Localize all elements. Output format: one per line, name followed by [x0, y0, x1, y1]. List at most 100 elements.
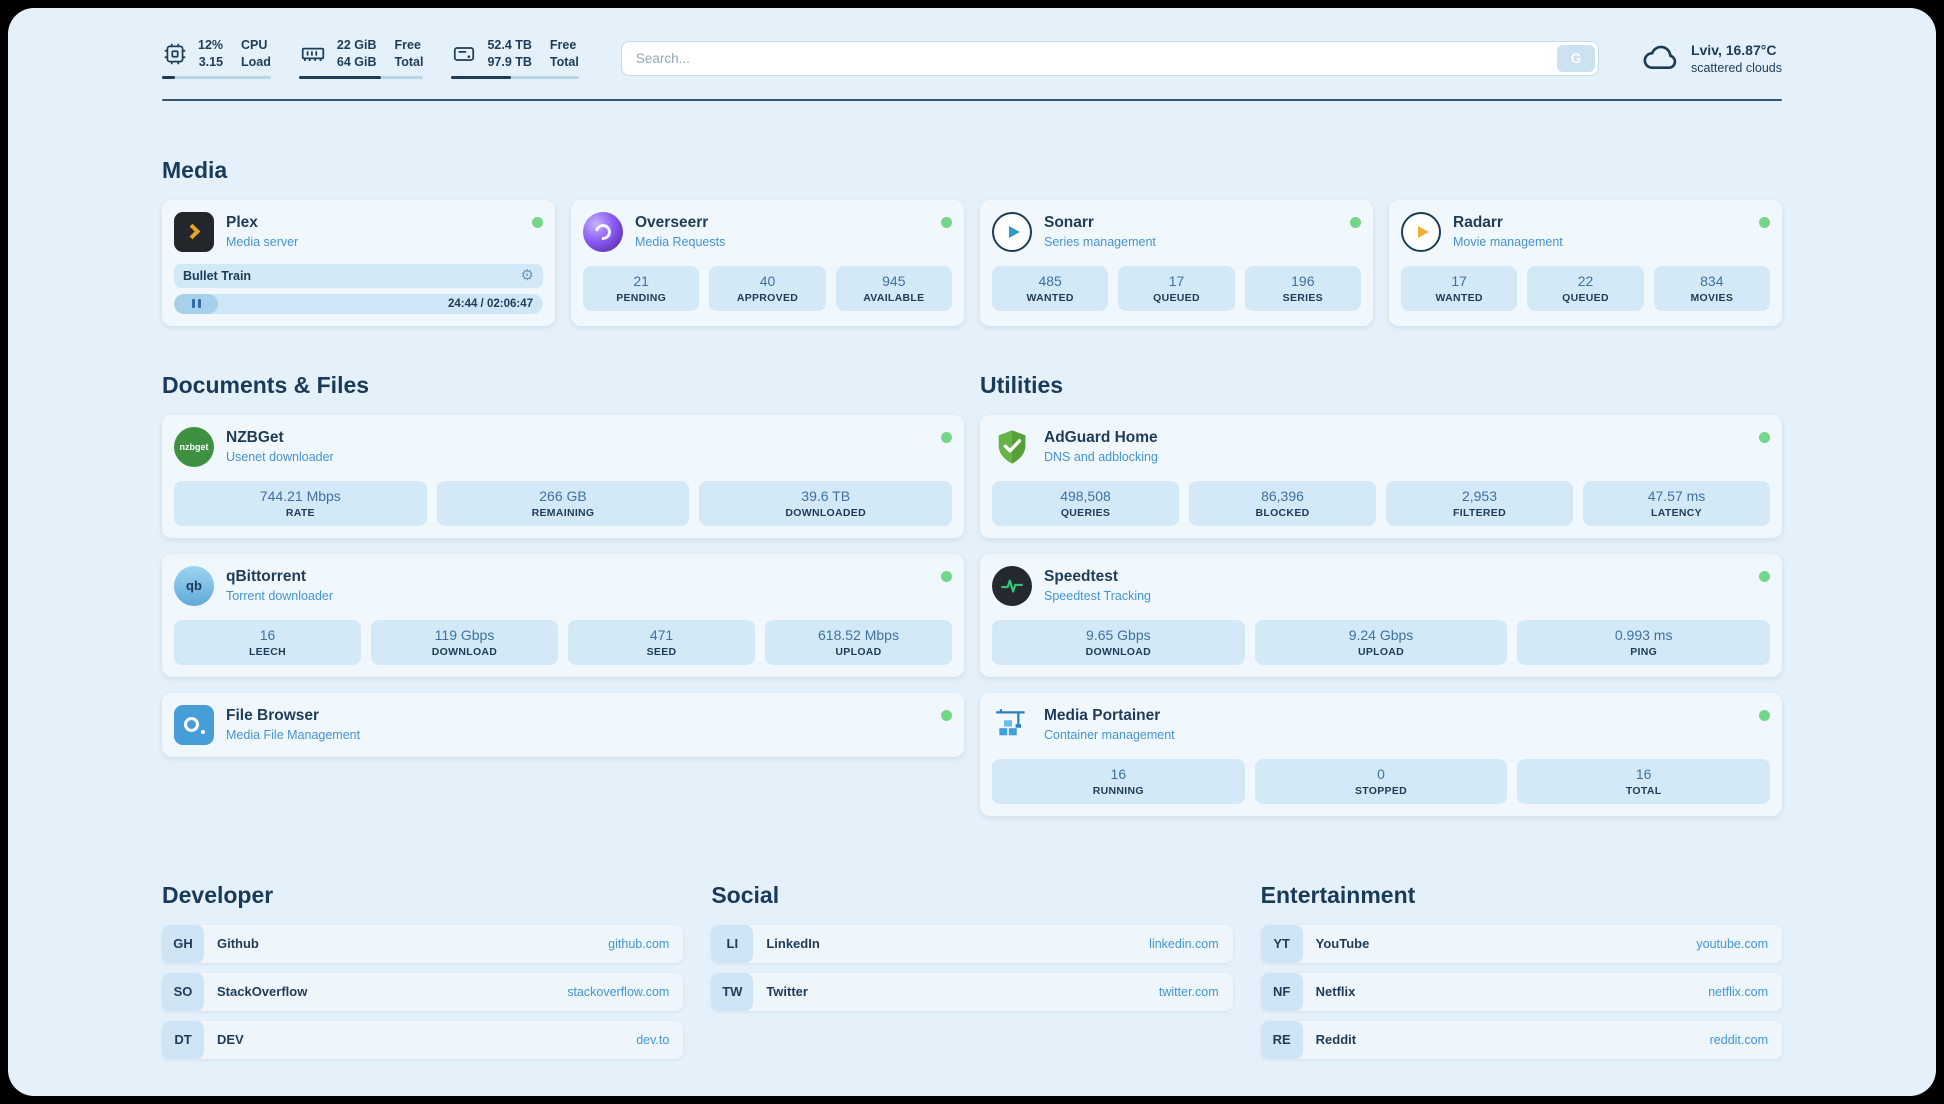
cpu-progress-bar — [162, 76, 271, 80]
service-card-adguard[interactable]: AdGuard Home DNS and adblocking 498,508 … — [980, 414, 1782, 538]
stat-label: SEED — [646, 645, 677, 658]
service-card-radarr[interactable]: Radarr Movie management 17 WANTED 22 QUE… — [1389, 199, 1782, 326]
gear-icon[interactable]: ⚙ — [520, 266, 534, 285]
bookmark-abbr: RE — [1260, 1020, 1303, 1059]
topbar: 12% CPU 3.15 Load — [162, 38, 1782, 80]
stat-queued: 17 QUEUED — [1118, 265, 1235, 311]
bookmark-abbr: GH — [162, 924, 204, 963]
stat-label: PING — [1630, 645, 1658, 658]
bookmark-twitter[interactable]: TW Twitter twitter.com — [711, 972, 1233, 1011]
stat-latency: 47.57 ms LATENCY — [1583, 480, 1770, 526]
service-name: Sonarr — [1044, 213, 1094, 231]
memory-icon — [299, 41, 327, 67]
stat-value: 834 — [1700, 272, 1724, 289]
memory-free-label: Free — [394, 38, 421, 52]
stat-label: QUEUED — [1153, 291, 1200, 304]
bookmark-netflix[interactable]: NF Netflix netflix.com — [1260, 972, 1782, 1011]
service-card-sonarr[interactable]: Sonarr Series management 485 WANTED 17 Q… — [980, 199, 1373, 326]
utilities-section: Utilities AdGuard Home — [980, 372, 1782, 816]
stat-filtered: 2,953 FILTERED — [1386, 480, 1573, 526]
service-card-plex[interactable]: Plex Media server Bullet Train ⚙ 24:44 — [162, 199, 555, 326]
bookmark-link[interactable]: reddit.com — [1709, 1032, 1768, 1047]
nzbget-icon: nzbget — [174, 426, 214, 467]
status-dot — [1759, 431, 1770, 443]
stat-running: 16 RUNNING — [992, 758, 1245, 804]
bookmark-name: YouTube — [1315, 936, 1370, 952]
search-input[interactable] — [620, 41, 1599, 77]
disk-icon — [451, 41, 477, 67]
bookmark-reddit[interactable]: RE Reddit reddit.com — [1260, 1020, 1782, 1059]
status-dot — [941, 431, 952, 443]
memory-progress-bar — [298, 76, 424, 80]
search-provider-button[interactable]: G — [1556, 45, 1595, 73]
service-card-overseerr[interactable]: Overseerr Media Requests 21 PENDING 40 A… — [571, 199, 964, 326]
bookmark-github[interactable]: GH Github github.com — [162, 924, 684, 963]
status-dot — [1350, 216, 1361, 228]
service-card-nzbget[interactable]: nzbget NZBGet Usenet downloader 744.21 M… — [162, 414, 964, 538]
bookmark-name: Reddit — [1315, 1032, 1357, 1048]
bookmark-link[interactable]: dev.to — [636, 1032, 670, 1047]
service-name: Media Portainer — [1044, 706, 1161, 724]
bookmark-youtube[interactable]: YT YouTube youtube.com — [1260, 924, 1782, 963]
bookmark-group-social: Social LI LinkedIn linkedin.com TW Twitt… — [711, 882, 1233, 1059]
documents-section-title: Documents & Files — [162, 371, 370, 398]
disk-total-label: Total — [549, 54, 579, 69]
service-subtitle: Usenet downloader — [226, 449, 334, 464]
bookmark-linkedin[interactable]: LI LinkedIn linkedin.com — [711, 924, 1233, 963]
stat-value: 945 — [882, 272, 906, 289]
disk-widget: 52.4 TB Free 97.9 TB Total — [451, 38, 579, 80]
service-name: AdGuard Home — [1044, 428, 1158, 446]
service-name: Radarr — [1453, 213, 1503, 231]
stat-value: 16 — [1110, 765, 1127, 782]
media-section: Media Plex Media server Bullet Train ⚙ — [162, 157, 1782, 326]
developer-section-title: Developer — [162, 881, 274, 908]
stat-value: 744.21 Mbps — [259, 487, 341, 504]
stat-value: 47.57 ms — [1647, 487, 1706, 504]
stat-value: 9.24 Gbps — [1348, 626, 1414, 643]
status-dot — [1759, 709, 1770, 721]
utilities-section-title: Utilities — [980, 371, 1064, 398]
bookmark-link[interactable]: youtube.com — [1696, 936, 1768, 951]
stat-leech: 16 LEECH — [174, 619, 361, 665]
stat-value: 196 — [1291, 272, 1315, 289]
status-dot — [1759, 570, 1770, 582]
bookmark-name: Github — [217, 936, 259, 952]
stat-label: DOWNLOAD — [1085, 645, 1152, 658]
bookmark-abbr: YT — [1260, 924, 1303, 963]
playback-progress-bar[interactable]: 24:44 / 02:06:47 — [174, 293, 543, 314]
stat-value: 16 — [1635, 765, 1652, 782]
stat-value: 16 — [259, 626, 276, 643]
stat-total: 16 TOTAL — [1517, 758, 1771, 804]
plex-now-playing: Bullet Train ⚙ 24:44 / 02:06:47 — [174, 263, 543, 314]
bookmark-dev[interactable]: DT DEV dev.to — [162, 1020, 684, 1059]
bookmark-name: DEV — [217, 1032, 244, 1048]
service-card-qbittorrent[interactable]: qb qBittorrent Torrent downloader 16 LEE… — [162, 553, 964, 677]
radarr-icon — [1401, 211, 1441, 252]
cloud-icon — [1641, 40, 1681, 77]
stat-remaining: 266 GB REMAINING — [436, 480, 690, 526]
bookmark-link[interactable]: linkedin.com — [1149, 936, 1219, 951]
bookmark-link[interactable]: stackoverflow.com — [567, 984, 670, 999]
bookmark-link[interactable]: github.com — [608, 936, 670, 951]
stat-blocked: 86,396 BLOCKED — [1189, 480, 1376, 526]
service-name: qBittorrent — [226, 567, 307, 585]
bookmark-link[interactable]: twitter.com — [1158, 984, 1219, 999]
service-subtitle: Media server — [226, 234, 299, 249]
service-subtitle: Movie management — [1453, 234, 1563, 249]
status-dot — [532, 216, 543, 228]
service-card-filebrowser[interactable]: File Browser Media File Management — [162, 692, 964, 757]
memory-progress-fill — [298, 76, 382, 80]
bookmark-stackoverflow[interactable]: SO StackOverflow stackoverflow.com — [162, 972, 684, 1011]
stat-label: RUNNING — [1092, 784, 1144, 797]
bookmark-link[interactable]: netflix.com — [1708, 984, 1768, 999]
system-widgets: 12% CPU 3.15 Load — [162, 38, 579, 80]
bookmark-abbr: TW — [711, 972, 754, 1011]
service-subtitle: DNS and adblocking — [1044, 449, 1158, 464]
service-name: NZBGet — [226, 428, 284, 446]
sonarr-icon — [992, 211, 1032, 252]
service-card-speedtest[interactable]: Speedtest Speedtest Tracking 9.65 Gbps D… — [980, 553, 1782, 677]
pause-icon[interactable] — [191, 299, 201, 309]
stat-label: RATE — [285, 506, 315, 519]
service-card-portainer[interactable]: Media Portainer Container management 16 … — [980, 692, 1782, 816]
stat-value: 9.65 Gbps — [1086, 626, 1151, 643]
